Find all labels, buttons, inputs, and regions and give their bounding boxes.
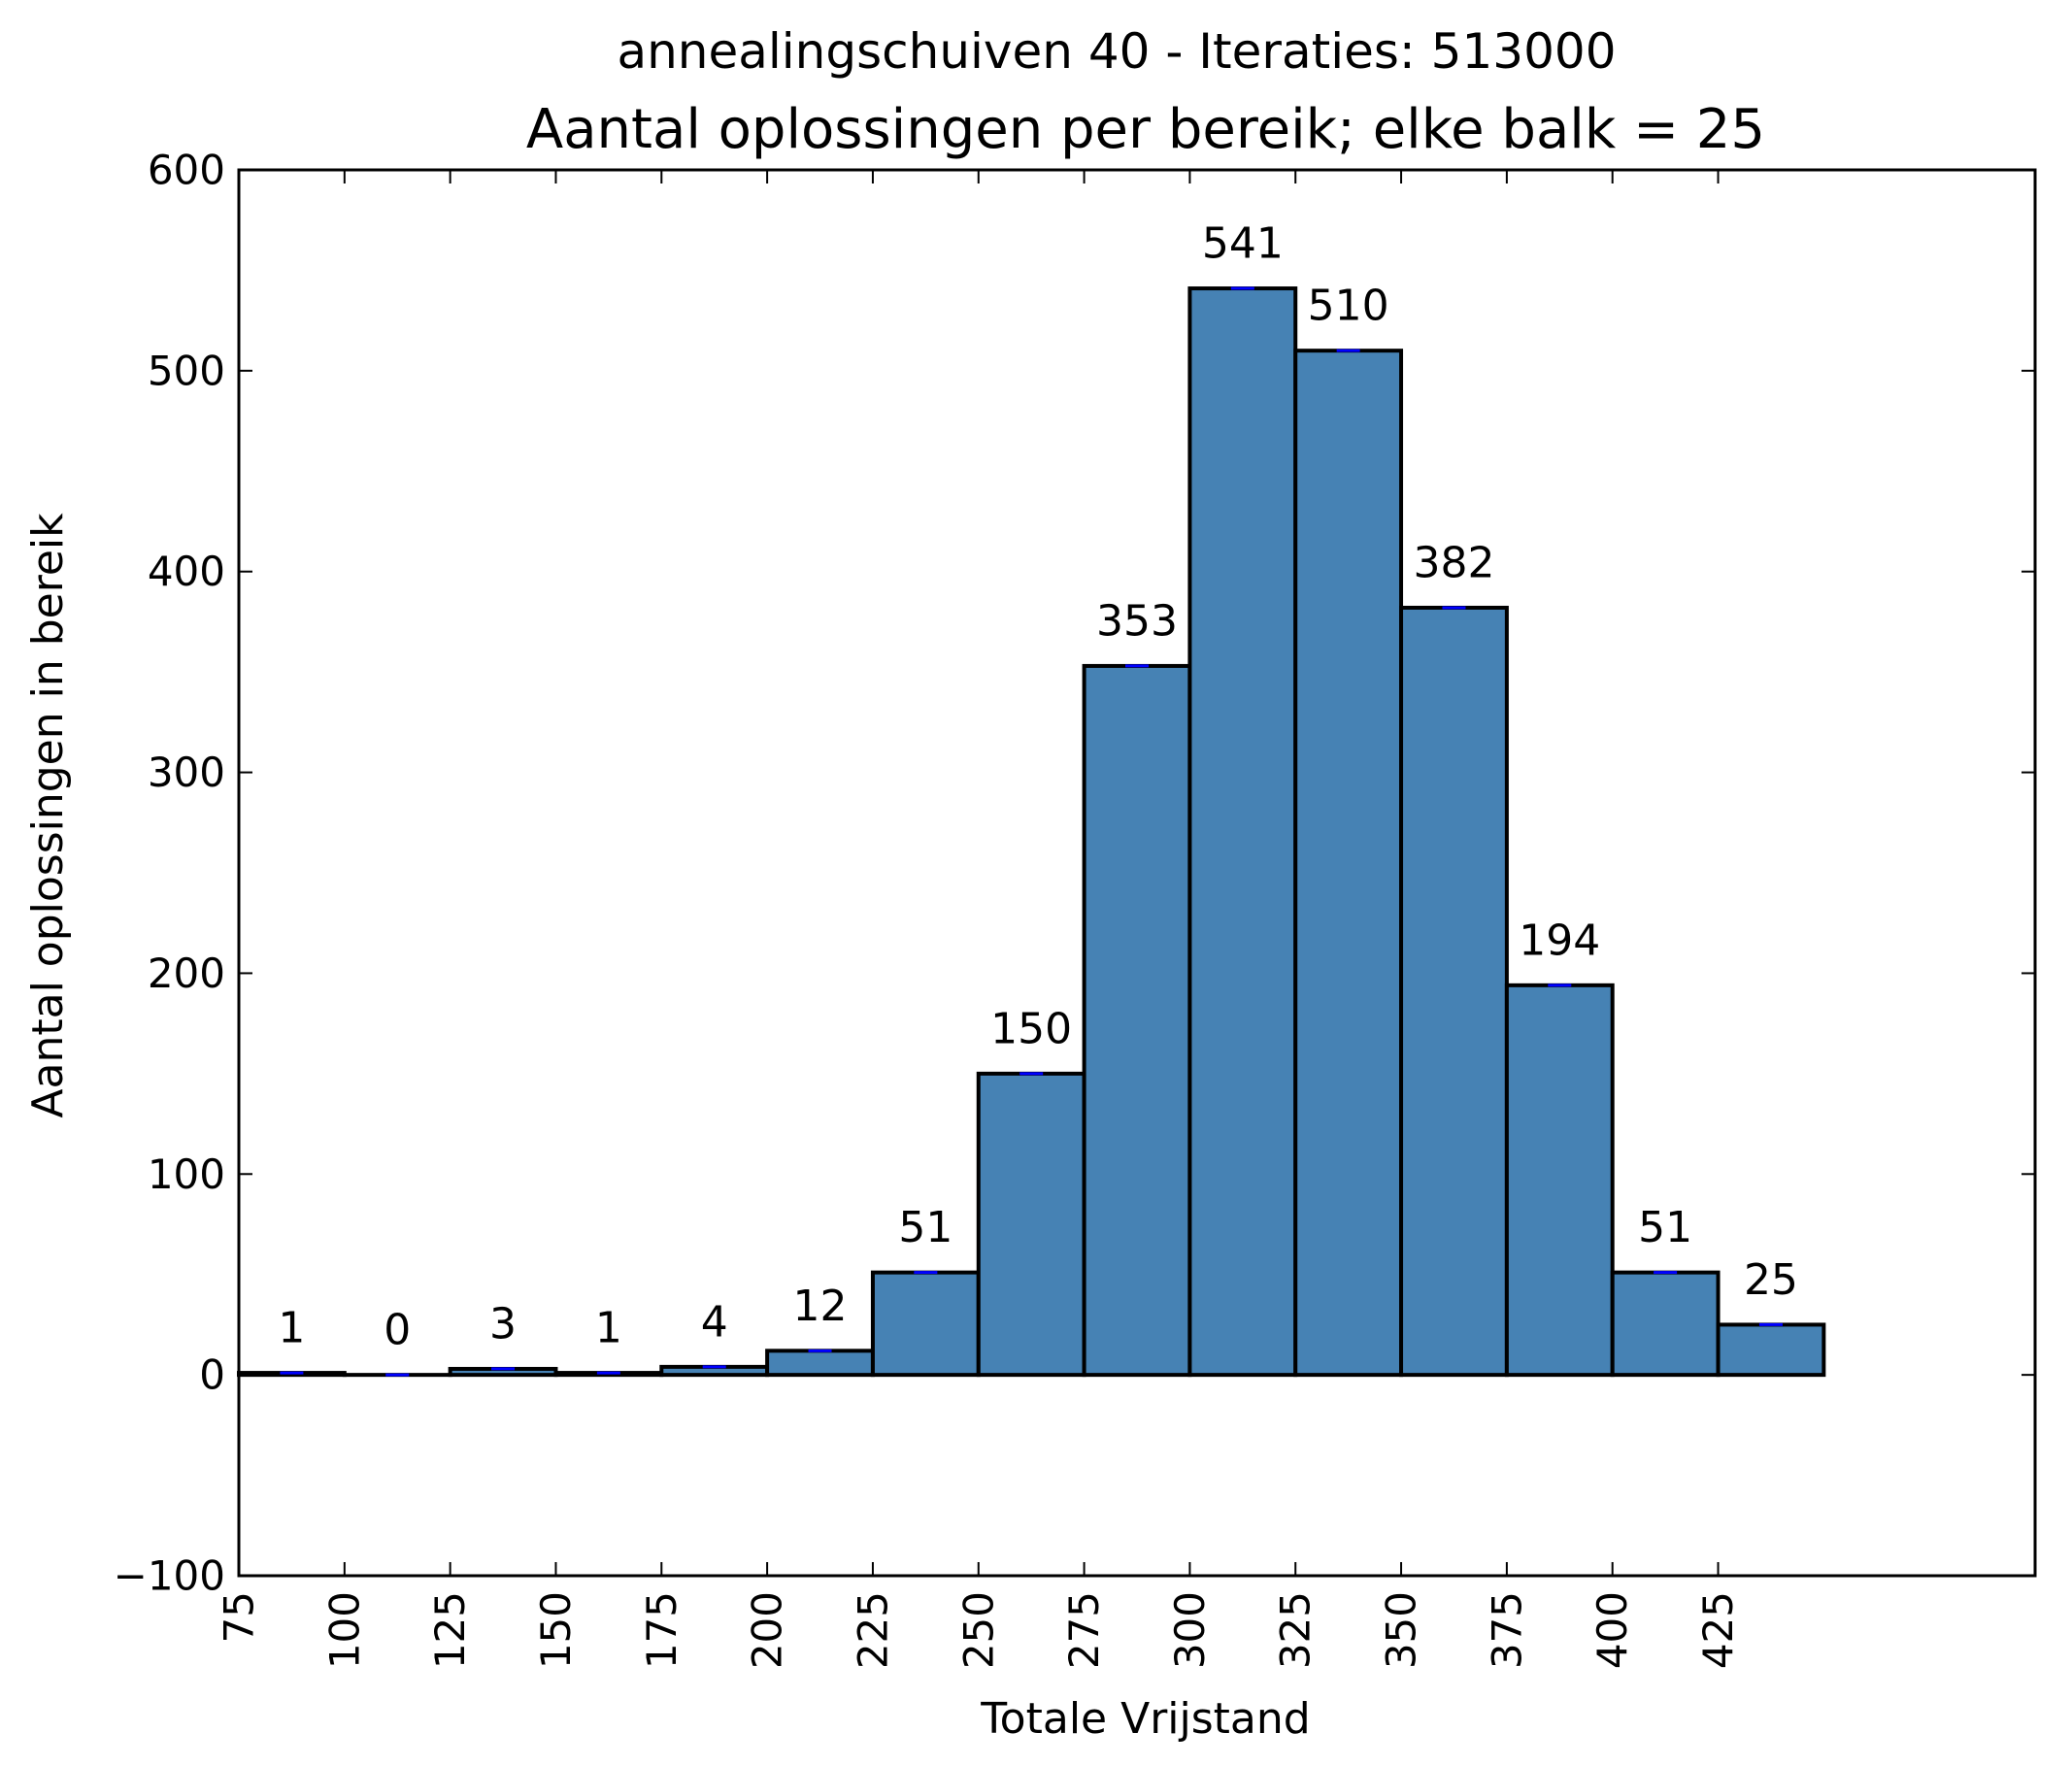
plot-area-frame [237, 168, 2037, 1578]
y-tick-label: 500 [148, 347, 225, 394]
x-tick-label: 175 [638, 1591, 685, 1669]
bar-value-label: 3 [489, 1299, 517, 1349]
x-tick-label: 250 [954, 1591, 1002, 1669]
y-tick-label: 400 [148, 548, 225, 595]
bar-value-label: 541 [1202, 219, 1284, 269]
x-tick-label: 225 [849, 1591, 896, 1669]
bar-value-label: 353 [1096, 596, 1178, 646]
histogram-bar [1610, 1270, 1721, 1378]
histogram-bar [870, 1270, 981, 1378]
bar-value-label: 51 [898, 1203, 952, 1252]
y-tick-label: 0 [199, 1351, 225, 1399]
bar-value-label: 510 [1308, 282, 1389, 331]
bar-value-label: 12 [793, 1282, 848, 1331]
x-tick-label: 350 [1378, 1591, 1425, 1669]
bar-value-label: 1 [278, 1304, 305, 1353]
y-tick-label: 300 [148, 749, 225, 796]
x-tick-label: 75 [216, 1591, 263, 1643]
x-tick-label: 375 [1483, 1591, 1530, 1669]
bar-value-label: 25 [1744, 1255, 1798, 1305]
chart-suptitle: annealingschuiven 40 - Iteraties: 513000 [617, 23, 1616, 80]
y-tick-labels: −100 0 100 200 300 400 500 600 [114, 147, 225, 1600]
error-bars-layer [280, 286, 1783, 1377]
histogram-bar [1716, 1322, 1826, 1378]
x-tick-label: 425 [1694, 1591, 1742, 1669]
bar-value-label: 382 [1413, 538, 1494, 587]
y-tick-label: 600 [148, 147, 225, 194]
y-axis-label: Aantal oplossingen in bereik [23, 513, 73, 1118]
x-axis-label: Totale Vrijstand [980, 1694, 1310, 1744]
histogram-bar [976, 1071, 1086, 1378]
bar-value-label: 194 [1519, 916, 1600, 965]
x-tick-label: 125 [426, 1591, 474, 1669]
bar-value-label: 150 [990, 1004, 1072, 1053]
x-tick-label: 100 [320, 1591, 368, 1669]
histogram-bar [1293, 349, 1404, 1378]
bars-layer [237, 286, 1826, 1378]
x-tick-label: 200 [744, 1591, 791, 1669]
chart-title: Aantal oplossingen per bereik; elke balk… [526, 98, 1765, 161]
y-tick-label: −100 [114, 1552, 225, 1600]
x-tick-labels: 75 100 125 150 175 200 225 250 275 300 325 350 375 40… [216, 1591, 1743, 1669]
x-tick-label: 400 [1588, 1591, 1636, 1669]
bar-value-label: 4 [701, 1297, 728, 1347]
y-tick-label: 200 [148, 950, 225, 997]
y-tick-label: 100 [148, 1150, 225, 1198]
histogram-bar [1504, 983, 1615, 1378]
x-tick-label: 325 [1272, 1591, 1320, 1669]
x-tick-label: 300 [1166, 1591, 1214, 1669]
histogram-bar [1082, 663, 1192, 1378]
x-tick-label: 275 [1060, 1591, 1108, 1669]
bar-value-label: 51 [1638, 1203, 1692, 1252]
histogram-bar [765, 1349, 875, 1378]
x-tick-label: 150 [532, 1591, 580, 1669]
histogram-bar [1187, 286, 1298, 1378]
bar-value-label: 0 [384, 1306, 411, 1355]
ticks-layer [238, 169, 2035, 1577]
data-labels: 1 0 3 1 4 12 51 150 353 541 510 382 194 51 25 [278, 219, 1798, 1355]
bar-value-label: 1 [595, 1304, 622, 1353]
histogram-bar [1399, 605, 1509, 1378]
